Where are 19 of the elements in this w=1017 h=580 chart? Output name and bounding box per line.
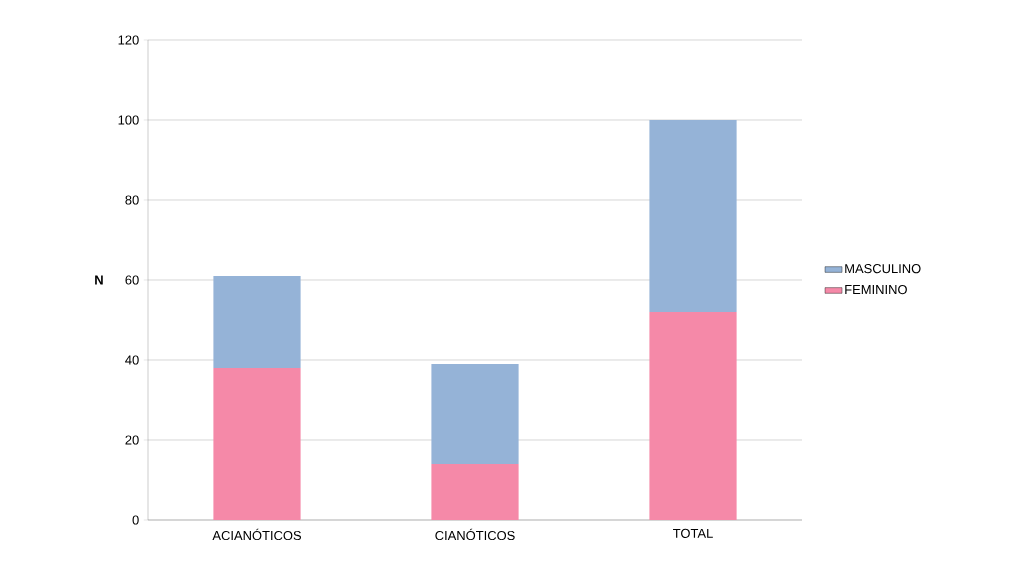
y-tick-label: 120 xyxy=(118,35,139,45)
bar xyxy=(431,364,519,464)
bar xyxy=(649,312,737,520)
x-tick-label: ACIANÓTICOS xyxy=(212,528,302,541)
y-tick-label: 40 xyxy=(125,355,139,365)
x-tick-label: CIANÓTICOS xyxy=(435,528,515,541)
bar xyxy=(431,464,519,520)
bar xyxy=(213,276,301,368)
y-tick-label: 20 xyxy=(125,435,139,445)
y-tick-label: 80 xyxy=(125,195,139,205)
y-tick-label: 60 xyxy=(125,275,139,285)
bar xyxy=(649,119,737,312)
y-axis-title: N xyxy=(95,275,103,285)
x-tick-label: TOTAL xyxy=(673,528,713,538)
bar xyxy=(213,368,301,520)
y-tick-label: 100 xyxy=(118,115,139,125)
legend-label: FEMININO xyxy=(845,284,907,295)
legend-label: MASCULINO xyxy=(845,264,921,274)
y-tick-label: 0 xyxy=(132,515,139,525)
